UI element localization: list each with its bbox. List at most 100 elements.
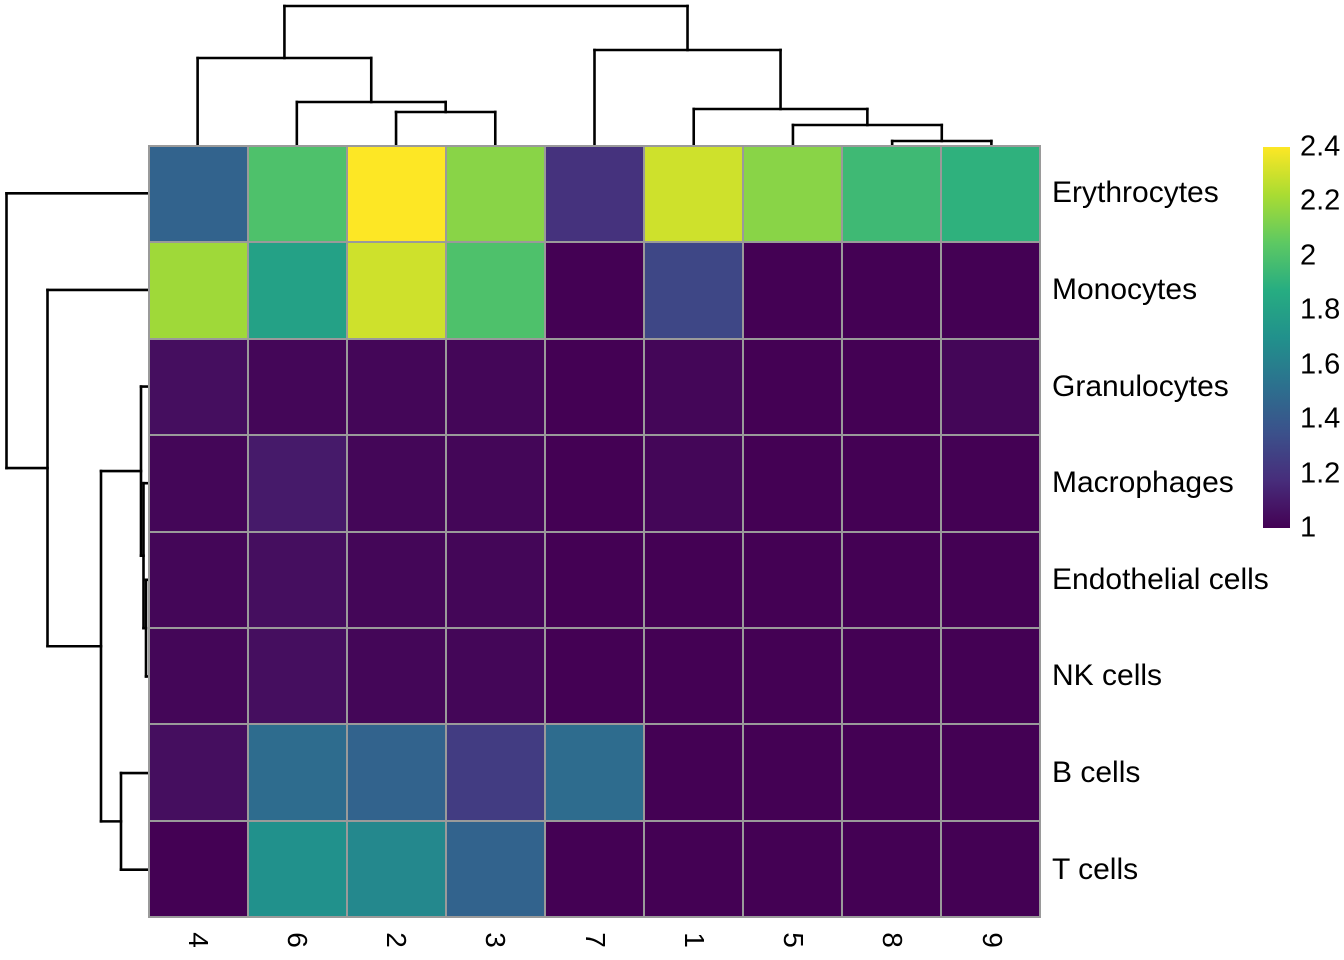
heatmap-cell	[546, 243, 643, 338]
heatmap-cell	[843, 725, 940, 820]
heatmap-cell	[645, 147, 742, 242]
heatmap-cell	[150, 821, 247, 916]
heatmap-cell	[843, 821, 940, 916]
heatmap-cell	[942, 725, 1039, 820]
heatmap-cell	[843, 147, 940, 242]
heatmap-cell	[348, 243, 445, 338]
row-label: B cells	[1052, 756, 1141, 790]
heatmap-cell	[645, 725, 742, 820]
heatmap-cell	[546, 339, 643, 435]
heatmap-cell	[447, 339, 544, 435]
heatmap-cell	[942, 628, 1039, 724]
row-label: Erythrocytes	[1052, 176, 1219, 210]
heatmap-cell	[447, 243, 544, 338]
legend-tick-label: 2.4	[1300, 130, 1341, 163]
heatmap-cell	[447, 821, 544, 916]
heatmap-cell	[645, 532, 742, 627]
heatmap-cell	[645, 821, 742, 916]
heatmap-cell	[546, 725, 643, 820]
row-label: Granulocytes	[1052, 369, 1229, 403]
heatmap-cell	[546, 147, 643, 242]
heatmap-cell	[645, 243, 742, 338]
column-label: 7	[579, 932, 611, 948]
legend-tick-label: 2	[1300, 239, 1317, 272]
heatmap-cell	[150, 147, 247, 242]
heatmap-cell	[744, 147, 841, 242]
row-label: NK cells	[1052, 659, 1163, 693]
heatmap-cell	[546, 628, 643, 724]
heatmap-cell	[447, 436, 544, 531]
heatmap-cell	[249, 821, 346, 916]
heatmap-cell	[249, 243, 346, 338]
row-label: Monocytes	[1052, 272, 1198, 306]
heatmap-cell	[942, 532, 1039, 627]
heatmap-cell	[150, 628, 247, 724]
legend-tick-label: 2.2	[1300, 184, 1341, 217]
heatmap-cell	[348, 725, 445, 820]
heatmap-grid	[148, 145, 1041, 918]
heatmap-cell	[249, 339, 346, 435]
heatmap-cell	[348, 339, 445, 435]
column-label: 2	[381, 932, 413, 948]
heatmap-cell	[249, 628, 346, 724]
legend-gradient-bar	[1263, 147, 1290, 528]
heatmap-cell	[744, 339, 841, 435]
heatmap-cell	[843, 436, 940, 531]
legend-tick-label: 1	[1300, 511, 1317, 544]
legend-tick-label: 1.8	[1300, 293, 1341, 326]
heatmap-cell	[546, 436, 643, 531]
heatmap-cell	[447, 147, 544, 242]
heatmap-cell	[249, 725, 346, 820]
heatmap-cell	[348, 532, 445, 627]
heatmap-cell	[150, 339, 247, 435]
column-label: 9	[976, 932, 1008, 948]
heatmap-cell	[744, 821, 841, 916]
column-label: 4	[182, 932, 214, 948]
heatmap-cell	[150, 532, 247, 627]
heatmap-cell	[645, 339, 742, 435]
heatmap-cell	[942, 339, 1039, 435]
heatmap-cell	[744, 532, 841, 627]
legend-tick-label: 1.4	[1300, 402, 1341, 435]
column-label: 5	[777, 932, 809, 948]
legend-tick-label: 1.2	[1300, 457, 1341, 490]
heatmap-cell	[150, 436, 247, 531]
column-label: 6	[281, 932, 313, 948]
heatmap-cell	[942, 147, 1039, 242]
heatmap-cell	[546, 821, 643, 916]
heatmap-cell	[546, 532, 643, 627]
row-label: Endothelial cells	[1052, 562, 1269, 596]
column-label: 3	[480, 932, 512, 948]
heatmap-cell	[942, 821, 1039, 916]
heatmap-cell	[645, 436, 742, 531]
heatmap-cell	[150, 725, 247, 820]
heatmap-cell	[942, 436, 1039, 531]
heatmap-cell	[447, 725, 544, 820]
heatmap-cell	[348, 821, 445, 916]
row-label: T cells	[1052, 852, 1139, 886]
heatmap-cell	[150, 243, 247, 338]
heatmap-cell	[843, 243, 940, 338]
heatmap-cell	[348, 628, 445, 724]
heatmap-cell	[348, 436, 445, 531]
heatmap-cell	[249, 436, 346, 531]
heatmap-cell	[843, 532, 940, 627]
heatmap-cell	[447, 628, 544, 724]
heatmap-cell	[744, 725, 841, 820]
heatmap-cell	[645, 628, 742, 724]
heatmap-cell	[744, 243, 841, 338]
heatmap-cell	[249, 147, 346, 242]
heatmap-cell	[249, 532, 346, 627]
row-label: Macrophages	[1052, 466, 1234, 500]
heatmap-cell	[348, 147, 445, 242]
legend-tick-label: 1.6	[1300, 348, 1341, 381]
heatmap-cell	[843, 628, 940, 724]
heatmap-cell	[744, 436, 841, 531]
heatmap-cell	[744, 628, 841, 724]
heatmap-cell	[447, 532, 544, 627]
heatmap-cell	[843, 339, 940, 435]
column-label: 1	[678, 932, 710, 948]
column-label: 8	[877, 932, 909, 948]
heatmap-cell	[942, 243, 1039, 338]
